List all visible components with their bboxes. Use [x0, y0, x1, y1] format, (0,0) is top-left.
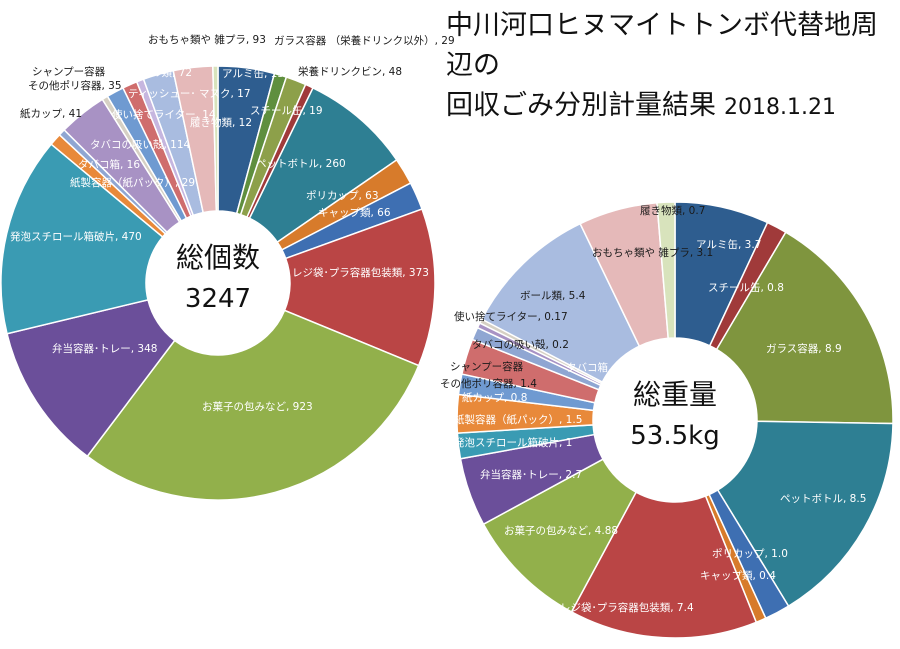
slice-count-7 — [283, 208, 436, 367]
slice-count-10 — [0, 143, 164, 335]
data-label-count-10: 発泡スチロール箱破片, 470 — [10, 230, 142, 243]
slice-weight-19 — [656, 201, 676, 340]
data-label-count-5: ポリカップ, 63 — [306, 190, 379, 202]
data-label-count-12: タバコ箱, 16 — [78, 158, 140, 171]
center-value: 3247 — [185, 284, 251, 314]
title-line-1: 中川河口ヒヌマイトトンボ代替地周辺の — [446, 10, 878, 81]
slice-weight-17 — [480, 222, 641, 384]
data-label-count-9: 弁当容器･トレー, 348 — [52, 342, 157, 355]
slice-count-9 — [6, 298, 176, 458]
slice-count-21 — [212, 65, 219, 212]
data-label-weight-10: 紙製容器（紙パック）, 1.5 — [454, 413, 582, 426]
center-value: 53.5kg — [630, 421, 719, 451]
chart-title: 中川河口ヒヌマイトトンボ代替地周辺の 回収ごみ分別計量結果 2018.1.21 — [446, 6, 900, 128]
center-label: 総個数 — [176, 241, 260, 274]
data-label-count-21: 履き物類, 12 — [190, 116, 252, 129]
title-line-2: 回収ごみ分別計量結果 — [446, 90, 716, 121]
data-label-count-16: その他ポリ容器, 35 — [28, 79, 122, 92]
data-label-weight-8: 弁当容器･トレー, 2.7 — [480, 468, 582, 481]
data-label-weight-16: 使い捨てライター, 0.17 — [454, 310, 568, 323]
data-label-count-11: 紙製容器（紙パック）, 29 — [70, 176, 195, 189]
data-label-count-13: タバコの吸い殻, 114 — [90, 138, 191, 151]
data-label-weight-9: 発泡スチロール箱破片, 1 — [454, 436, 572, 449]
data-label-count-1: ガラス容器 （栄養ドリンク以外）, 29 — [274, 34, 455, 47]
data-label-weight-2: ガラス容器, 8.9 — [766, 342, 842, 355]
data-label-count-14: 使い捨てライター, 14 — [112, 108, 216, 121]
data-label-weight-6: レジ袋･プラ容器包装類, 7.4 — [560, 601, 694, 614]
data-label-count-2: 栄養ドリンクビン, 48 — [298, 65, 402, 78]
data-label-weight-19: 履き物類, 0.7 — [640, 204, 705, 217]
data-label-count-18: ティッシュー･ マスク, 17 — [128, 88, 251, 100]
slice-weight-6 — [570, 491, 758, 639]
data-label-weight-13: シャンプー容器 — [450, 360, 524, 373]
data-label-count-6: キャップ類, 66 — [318, 207, 391, 219]
data-label-count-4: ペットボトル, 260 — [256, 158, 346, 170]
data-label-count-17: シャンプー容器 — [32, 65, 106, 78]
data-label-count-7: レジ袋･プラ容器包装類, 373 — [292, 266, 429, 279]
data-label-weight-0: アルミ缶, 3.7 — [696, 238, 761, 251]
data-label-count-3: スチール缶, 19 — [250, 104, 323, 117]
data-label-count-20: おもちゃ類や 雑プラ, 93 — [148, 33, 266, 46]
data-label-weight-18: おもちゃ類や 雑プラ, 3.1 — [592, 246, 713, 259]
data-label-count-0: アルミ缶, 133 — [222, 67, 291, 80]
data-label-weight-3: ペットボトル, 8.5 — [780, 493, 866, 505]
data-label-weight-14: タバコ箱, 0.5 — [566, 361, 631, 374]
data-label-weight-15: タバコの吸い殻, 0.2 — [472, 338, 569, 351]
data-label-weight-11: 紙カップ, 0.8 — [462, 391, 527, 404]
count-donut-chart: アルミ缶, 133 ガラス容器 （栄養ドリンク以外）, 29 栄養ドリンクビン, 4… — [0, 33, 455, 501]
data-label-count-8: お菓子の包みなど, 923 — [202, 400, 313, 413]
slice-weight-2 — [715, 231, 894, 425]
slice-count-8 — [86, 309, 420, 501]
data-label-weight-1: スチール缶, 0.8 — [708, 281, 784, 294]
center-label: 総重量 — [633, 378, 717, 411]
slice-weight-3 — [716, 420, 894, 608]
title-date: 2018.1.21 — [724, 95, 836, 120]
weight-donut-chart: アルミ缶, 3.7 スチール缶, 0.8 ガラス容器, 8.9 ペットボトル, 8.5… — [440, 201, 894, 639]
data-label-weight-17: ボール類, 5.4 — [520, 290, 586, 302]
data-label-count-19: ボール類, 72 — [130, 67, 192, 79]
data-label-weight-4: ポリカップ, 1.0 — [712, 548, 788, 560]
data-label-count-15: 紙カップ, 41 — [20, 107, 82, 120]
data-label-weight-5: キャップ類, 0.4 — [700, 570, 776, 582]
data-label-weight-7: お菓子の包みなど, 4.88 — [504, 524, 618, 537]
data-label-weight-12: その他ポリ容器, 1.4 — [440, 377, 537, 390]
